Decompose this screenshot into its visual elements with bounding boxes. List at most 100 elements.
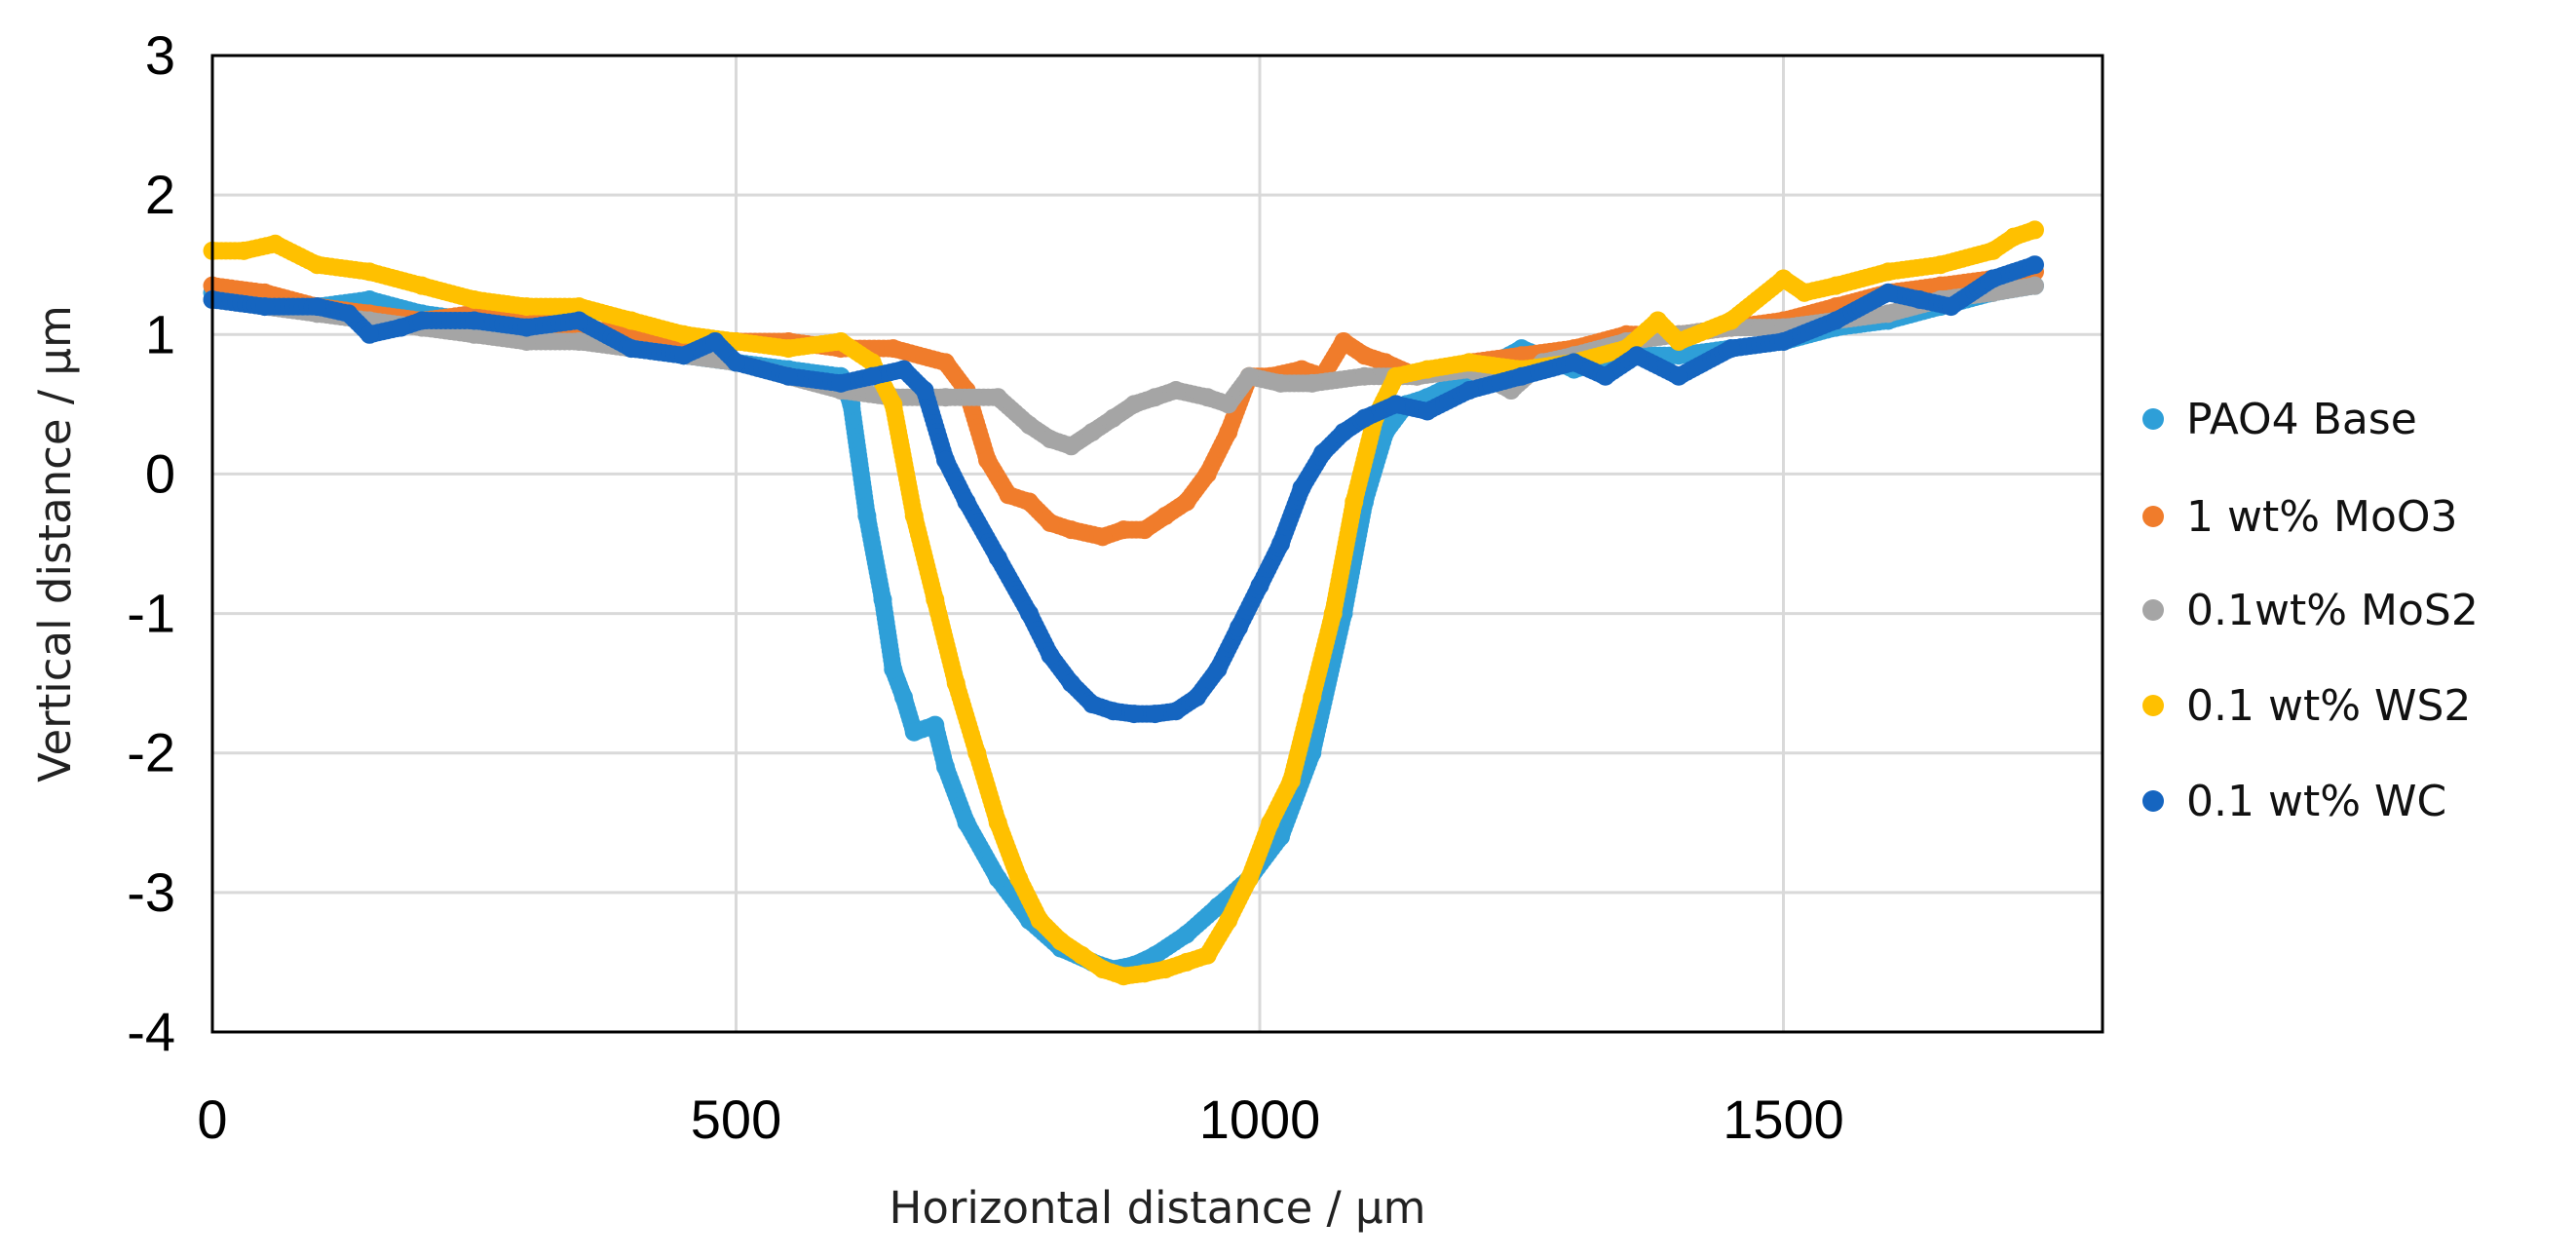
data-point (1051, 932, 1071, 951)
data-point (465, 290, 484, 309)
data-point (1093, 527, 1113, 547)
data-point (412, 276, 432, 295)
data-point (936, 450, 955, 470)
data-point (1114, 967, 1133, 986)
data-point (1292, 478, 1311, 498)
data-point (1166, 381, 1186, 401)
data-point (569, 297, 588, 317)
data-point (360, 262, 379, 282)
legend-marker-mos2 (2142, 599, 2164, 621)
legend-marker-moo3 (2142, 506, 2164, 527)
data-point (926, 715, 945, 735)
legend-label-moo3: 1 wt% MoO3 (2186, 492, 2458, 542)
legend: PAO4 Base 1 wt% MoO3 0.1wt% MoS2 0.1 wt%… (2142, 395, 2479, 826)
data-point (1020, 604, 1039, 624)
data-point (308, 297, 326, 317)
data-point (831, 331, 851, 351)
data-point (857, 506, 877, 525)
data-point (1722, 311, 1741, 330)
x-tick-label: 1000 (1199, 1088, 1321, 1150)
data-point (1303, 373, 1322, 393)
legend-marker-ws2 (2142, 695, 2164, 716)
data-point (1020, 415, 1039, 435)
data-point (904, 722, 924, 742)
data-point (2026, 255, 2044, 275)
data-point (2004, 227, 2024, 247)
data-point (1313, 443, 1332, 463)
data-point (1135, 964, 1155, 983)
data-point (1239, 869, 1259, 889)
data-point (946, 673, 966, 693)
y-tick-label: 2 (145, 164, 175, 225)
legend-label-mos2: 0.1wt% MoS2 (2186, 586, 2479, 635)
data-point (1878, 304, 1898, 324)
x-axis-ticks: 0 500 1000 1500 (197, 1088, 1843, 1150)
data-point (884, 395, 903, 414)
legend-item-mos2[interactable]: 0.1wt% MoS2 (2142, 586, 2479, 635)
data-point (1355, 408, 1374, 428)
data-point (831, 373, 851, 393)
data-point (569, 331, 588, 351)
data-point (674, 325, 694, 344)
data-point (988, 813, 1007, 832)
data-point (266, 234, 284, 253)
data-point (2026, 276, 2044, 295)
legend-marker-pao4-base (2142, 408, 2164, 430)
data-point (255, 297, 275, 317)
data-point (926, 590, 945, 609)
legend-item-wc[interactable]: 0.1 wt% WC (2142, 777, 2446, 826)
data-point (778, 366, 798, 386)
data-point (1155, 506, 1175, 525)
gridlines (212, 56, 2102, 1032)
data-point (1386, 395, 1406, 414)
x-tick-label: 1500 (1723, 1088, 1844, 1150)
data-point (1596, 366, 1615, 386)
data-point (1323, 604, 1343, 624)
data-point (1104, 408, 1122, 428)
data-point (957, 492, 976, 512)
data-point (936, 757, 955, 777)
data-point (1104, 702, 1122, 721)
data-point (1135, 520, 1155, 540)
data-point (1303, 687, 1322, 706)
data-point (936, 353, 955, 372)
legend-item-moo3[interactable]: 1 wt% MoO3 (2142, 492, 2458, 542)
data-point (1250, 576, 1269, 595)
data-point (1345, 492, 1364, 512)
legend-label-pao4-base: PAO4 Base (2186, 395, 2417, 444)
data-point (517, 318, 536, 337)
legend-label-ws2: 0.1 wt% WS2 (2186, 681, 2471, 731)
x-axis-title: Horizontal distance / µm (890, 1182, 1426, 1234)
data-point (1146, 388, 1164, 407)
data-point (1041, 430, 1060, 449)
data-point (1230, 618, 1248, 637)
legend-item-pao4-base[interactable]: PAO4 Base (2142, 395, 2417, 444)
data-point (884, 660, 903, 679)
data-point (1177, 925, 1196, 944)
data-point (1261, 813, 1280, 832)
data-point (705, 331, 725, 351)
data-point (884, 339, 903, 359)
data-point (1826, 311, 1845, 330)
data-point (1197, 945, 1217, 965)
x-tick-label: 500 (691, 1088, 781, 1150)
data-point (904, 506, 924, 525)
data-point (1774, 331, 1793, 351)
data-point (1219, 395, 1238, 414)
data-point (517, 297, 536, 317)
legend-item-ws2[interactable]: 0.1 wt% WS2 (2142, 681, 2471, 731)
data-point (988, 869, 1007, 889)
data-point (988, 388, 1007, 407)
data-point (412, 311, 432, 330)
data-point (999, 485, 1018, 505)
data-point (1062, 673, 1080, 693)
data-point (1459, 381, 1479, 401)
data-point (915, 381, 934, 401)
data-point (1124, 705, 1144, 724)
data-point (1459, 353, 1479, 372)
data-point (1648, 311, 1667, 330)
data-point (1062, 520, 1080, 540)
data-point (936, 388, 955, 407)
data-point (1197, 464, 1217, 483)
